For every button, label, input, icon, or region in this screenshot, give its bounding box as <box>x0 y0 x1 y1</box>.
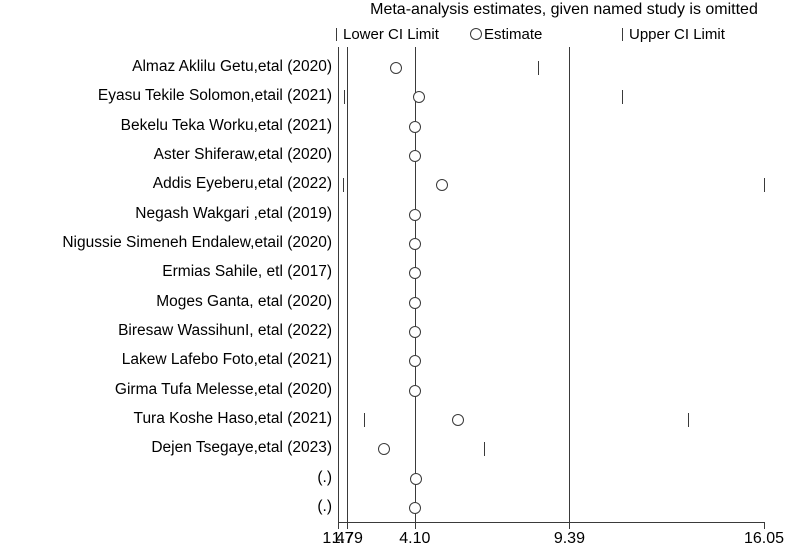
lower-ci-tick <box>347 207 349 222</box>
estimate-marker <box>436 179 449 192</box>
study-label: Eyasu Tekile Solomon,etail (2021) <box>97 87 332 105</box>
x-axis-tick-label: 4.10 <box>399 530 431 547</box>
reference-line <box>414 47 416 522</box>
upper-ci-tick <box>569 325 571 339</box>
reference-line <box>569 47 571 522</box>
upper-ci-tick <box>622 90 623 105</box>
upper-ci-tick <box>569 207 571 222</box>
x-axis-tick-label: 16.05 <box>743 530 785 547</box>
upper-ci-tick <box>569 295 571 310</box>
estimate-marker <box>408 296 421 309</box>
study-label: Dejen Tsegaye,etal (2023) <box>151 439 332 457</box>
study-label: Tura Koshe Haso,etal (2021) <box>133 410 332 427</box>
x-axis-tick-label: 9.39 <box>553 530 585 547</box>
study-label: Addis Eyeberu,etal (2022) <box>152 175 332 193</box>
lower-ci-tick <box>364 413 365 427</box>
estimate-marker <box>408 267 421 280</box>
lower-ci-tick <box>347 471 349 486</box>
study-label: Negash Wakgari ,etal (2019) <box>135 204 332 222</box>
legend-lower-label: Lower CI Limit <box>343 25 439 43</box>
upper-ci-tick <box>569 500 571 515</box>
estimate-marker <box>409 472 422 485</box>
lower-ci-tick <box>347 354 349 369</box>
upper-ci-tick <box>569 237 571 251</box>
upper-ci-tick <box>569 119 571 134</box>
study-label: Girma Tufa Melesse,etal (2020) <box>114 380 332 398</box>
study-label: Ermias Sahile, etl (2017) <box>162 263 332 281</box>
lower-ci-tick <box>338 61 339 75</box>
lower-ci-tick <box>342 178 344 193</box>
estimate-marker <box>413 91 426 104</box>
lower-ci-tick <box>347 325 349 339</box>
upper-ci-tick <box>764 178 765 193</box>
study-label: Bekelu Teka Worku,etal (2021) <box>120 116 332 134</box>
x-axis-tick <box>569 522 571 529</box>
study-label: (.) <box>317 468 332 486</box>
legend-item-upper-ci: Upper CI Limit <box>622 24 725 44</box>
x-axis-tick <box>338 522 339 529</box>
estimate-marker <box>408 501 421 514</box>
upper-ci-tick <box>569 149 571 163</box>
lower-ci-tick <box>344 90 346 105</box>
estimate-marker <box>389 62 402 74</box>
legend-upper-label: Upper CI Limit <box>629 25 725 43</box>
reference-line <box>338 47 339 522</box>
lower-ci-tick <box>338 442 339 457</box>
x-axis-tick <box>347 522 349 529</box>
estimate-marker <box>451 414 464 426</box>
study-label: Biresaw WassihunI, etal (2022) <box>118 322 332 339</box>
estimate-marker <box>409 384 422 397</box>
lower-ci-tick <box>347 500 349 515</box>
x-axis-line <box>338 522 765 523</box>
upper-ci-tick <box>569 266 571 281</box>
upper-ci-tick <box>687 413 689 427</box>
plot-title: Meta-analysis estimates, given named stu… <box>370 1 758 18</box>
upper-ci-tick <box>484 442 486 457</box>
estimate-marker <box>409 355 422 368</box>
estimate-marker <box>409 326 422 338</box>
study-label: (.) <box>317 497 332 515</box>
estimate-marker <box>409 150 422 162</box>
estimate-marker-icon <box>470 28 482 40</box>
upper-ci-tick <box>569 354 571 369</box>
legend-item-estimate: Estimate <box>470 24 542 44</box>
study-label: Nigussie Simeneh Endalew,etail (2020) <box>62 234 332 251</box>
estimate-marker <box>408 208 421 221</box>
lower-ci-tick <box>347 149 349 163</box>
estimate-marker <box>409 120 422 133</box>
study-label: Aster Shiferaw,etal (2020) <box>153 146 332 163</box>
reference-line <box>347 47 349 522</box>
x-axis-tick <box>764 522 765 529</box>
estimate-marker <box>377 443 390 456</box>
legend: Lower CI Limit Estimate Upper CI Limit <box>0 24 798 44</box>
lower-ci-tick <box>347 266 349 281</box>
study-label: Lakew Lafebo Foto,etal (2021) <box>121 351 332 369</box>
lower-ci-marker-icon <box>336 27 337 41</box>
lower-ci-tick <box>347 383 349 398</box>
study-label: Moges Ganta, etal (2020) <box>156 292 332 310</box>
upper-ci-tick <box>569 471 571 486</box>
estimate-marker <box>408 238 421 250</box>
x-axis-tick-label: 1.79 <box>331 530 363 547</box>
lower-ci-tick <box>347 119 349 134</box>
lower-ci-tick <box>347 237 349 251</box>
legend-estimate-label: Estimate <box>484 25 543 43</box>
lower-ci-tick <box>347 295 349 310</box>
upper-ci-marker-icon <box>622 27 623 41</box>
legend-item-lower-ci: Lower CI Limit <box>336 24 439 44</box>
study-label: Almaz Aklilu Getu,etal (2020) <box>132 58 332 75</box>
x-axis-tick <box>414 522 416 529</box>
upper-ci-tick <box>569 383 571 398</box>
upper-ci-tick <box>537 61 539 75</box>
x-axis-tick-label: 1.47 <box>322 530 354 547</box>
